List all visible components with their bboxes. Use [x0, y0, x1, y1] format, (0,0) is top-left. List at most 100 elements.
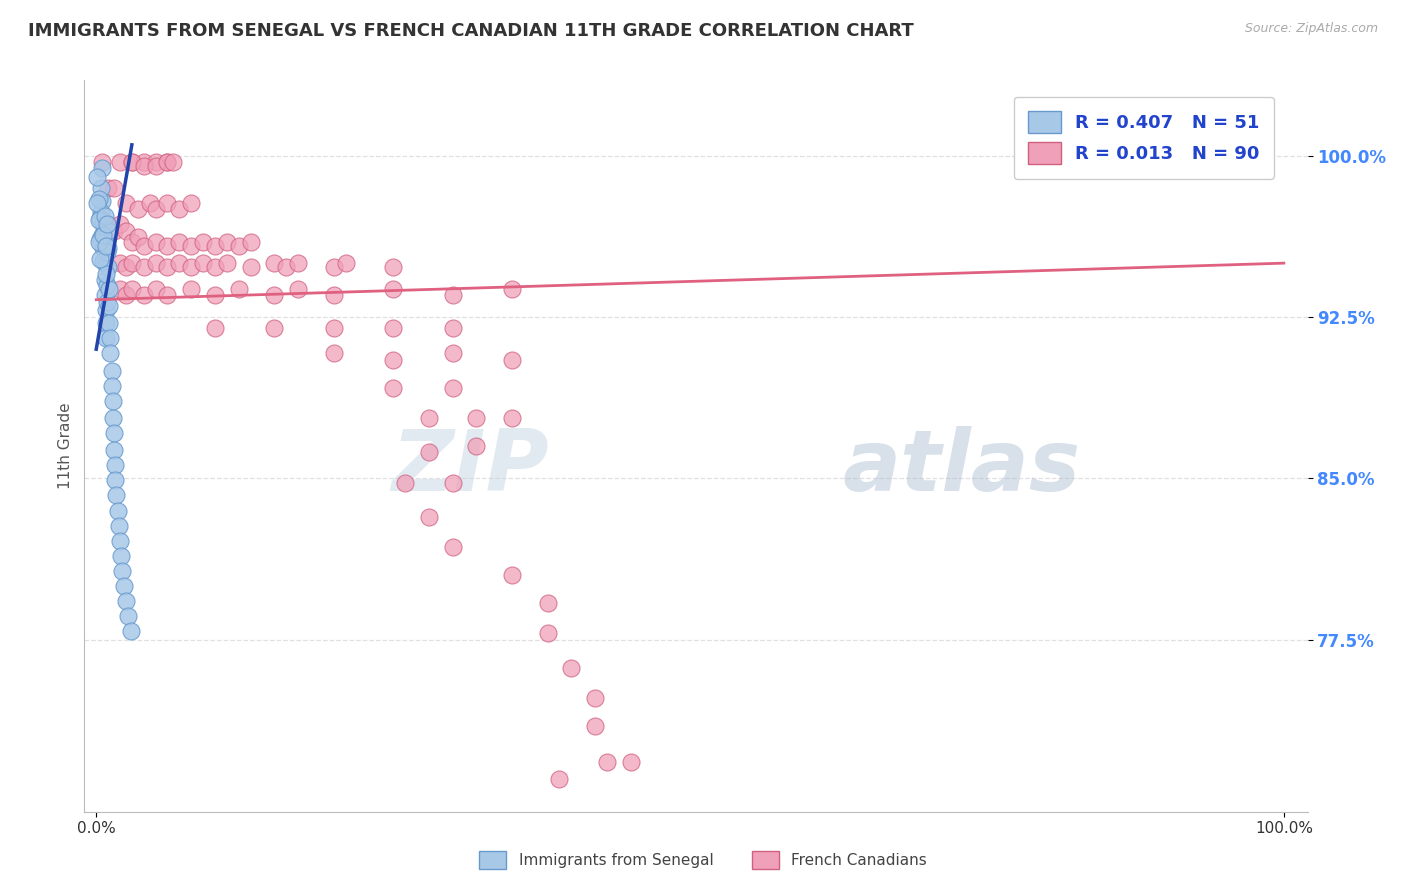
Point: [91, 194, 114, 208]
Point: [322, 260, 344, 275]
Point: [121, 155, 143, 169]
Point: [103, 443, 125, 458]
Point: [127, 202, 149, 217]
Point: [91, 161, 114, 176]
Point: [228, 239, 250, 253]
Point: [465, 411, 488, 425]
Point: [132, 155, 155, 169]
Point: [96, 218, 118, 232]
Point: [382, 282, 405, 296]
Point: [103, 224, 125, 238]
Point: [132, 288, 155, 302]
Text: ZIP: ZIP: [391, 426, 550, 509]
Point: [117, 609, 139, 624]
Point: [127, 230, 149, 244]
Point: [156, 155, 179, 169]
Point: [263, 320, 285, 334]
Point: [108, 533, 131, 548]
Point: [115, 260, 138, 275]
Point: [583, 690, 606, 705]
Point: [97, 224, 120, 238]
Point: [93, 209, 115, 223]
Point: [191, 256, 214, 270]
Point: [93, 228, 115, 243]
Point: [536, 596, 558, 610]
Point: [132, 239, 155, 253]
Point: [87, 213, 110, 227]
Point: [228, 282, 250, 296]
Point: [87, 235, 110, 249]
Point: [145, 159, 167, 173]
Point: [191, 235, 214, 249]
Point: [115, 288, 138, 302]
Point: [110, 549, 132, 563]
Point: [103, 181, 125, 195]
Point: [96, 294, 118, 309]
Point: [180, 282, 202, 296]
Point: [215, 235, 238, 249]
Point: [108, 155, 131, 169]
Point: [87, 192, 110, 206]
Point: [121, 155, 143, 169]
Point: [169, 256, 191, 270]
Point: [101, 411, 124, 425]
Point: [121, 256, 143, 270]
Point: [441, 381, 464, 395]
Point: [94, 331, 117, 345]
Point: [104, 474, 127, 488]
Text: IMMIGRANTS FROM SENEGAL VS FRENCH CANADIAN 11TH GRADE CORRELATION CHART: IMMIGRANTS FROM SENEGAL VS FRENCH CANADI…: [28, 22, 914, 40]
Point: [108, 282, 131, 296]
Point: [138, 195, 160, 210]
Point: [91, 155, 114, 169]
Point: [98, 282, 121, 296]
Point: [204, 260, 226, 275]
Point: [501, 353, 523, 368]
Point: [86, 170, 108, 185]
Point: [501, 568, 523, 582]
Point: [91, 228, 114, 243]
Point: [382, 353, 405, 368]
Point: [239, 235, 262, 249]
Point: [501, 411, 523, 425]
Point: [96, 245, 118, 260]
Point: [112, 579, 135, 593]
Point: [89, 252, 111, 266]
Point: [145, 256, 167, 270]
Point: [93, 256, 115, 270]
Point: [115, 594, 138, 608]
Point: [100, 331, 122, 345]
Point: [441, 475, 464, 490]
Text: Source: ZipAtlas.com: Source: ZipAtlas.com: [1244, 22, 1378, 36]
Point: [105, 488, 128, 502]
Point: [145, 202, 167, 217]
Point: [93, 273, 115, 287]
Point: [108, 256, 131, 270]
Point: [620, 756, 643, 770]
Point: [560, 660, 582, 674]
Point: [89, 211, 111, 225]
Point: [536, 626, 558, 640]
Legend: R = 0.407   N = 51, R = 0.013   N = 90: R = 0.407 N = 51, R = 0.013 N = 90: [1014, 96, 1274, 178]
Point: [441, 346, 464, 360]
Point: [93, 288, 115, 302]
Point: [204, 288, 226, 302]
Point: [103, 426, 125, 441]
Point: [93, 235, 115, 249]
Point: [382, 381, 405, 395]
Point: [98, 299, 121, 313]
Point: [132, 159, 155, 173]
Point: [94, 317, 117, 331]
Point: [90, 204, 112, 219]
Point: [93, 254, 115, 268]
Point: [94, 239, 117, 253]
Point: [287, 256, 309, 270]
Point: [156, 239, 179, 253]
Point: [322, 288, 344, 302]
Point: [583, 719, 606, 733]
Point: [335, 256, 357, 270]
Point: [263, 288, 285, 302]
Point: [287, 282, 309, 296]
Point: [132, 260, 155, 275]
Point: [322, 346, 344, 360]
Point: [156, 155, 179, 169]
